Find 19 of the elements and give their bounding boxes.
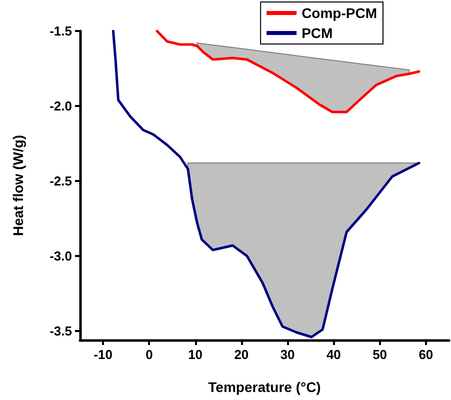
y-axis-title: Heat flow (W/g) (10, 134, 26, 236)
y-tick-label: -3.0 (50, 248, 72, 264)
x-tick-label: 0 (146, 347, 153, 362)
y-tick-label: -2.5 (50, 174, 72, 188)
x-tick-label: 10 (188, 347, 203, 362)
legend-label: Comp-PCM (302, 5, 378, 21)
x-tick-label: 20 (234, 347, 249, 362)
x-tick-label: 50 (372, 347, 388, 362)
line-series (112, 30, 420, 338)
x-tick-label: 60 (418, 347, 434, 362)
x-tick-label: -10 (94, 347, 112, 362)
x-axis-title: Temperature (°C) (208, 379, 321, 395)
y-tick-label: -1.5 (50, 24, 72, 38)
y-tick-label: -3.5 (50, 324, 72, 338)
line-series (156, 30, 420, 114)
x-tick-label: 30 (280, 347, 295, 362)
legend-label: PCM (302, 25, 333, 41)
x-tick-label: 40 (326, 347, 341, 362)
y-tick-label: -2.0 (50, 98, 72, 114)
